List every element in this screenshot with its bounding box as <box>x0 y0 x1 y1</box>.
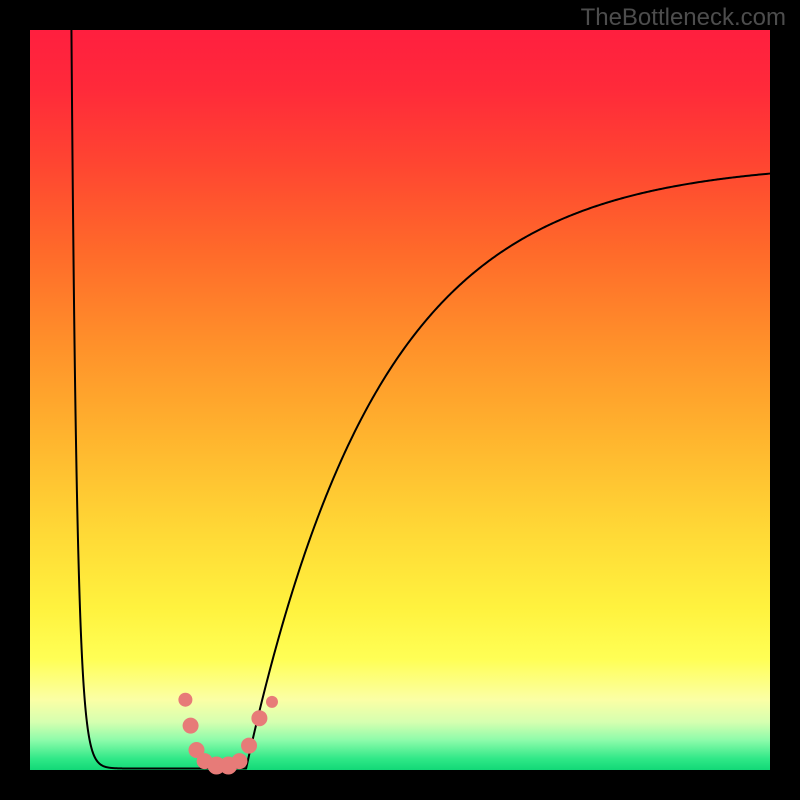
marker-dot <box>266 696 278 708</box>
watermark-text: TheBottleneck.com <box>581 4 786 32</box>
marker-dot <box>178 693 192 707</box>
curve-layer <box>30 30 770 770</box>
marker-dot <box>231 753 247 769</box>
marker-dot <box>251 710 267 726</box>
bottleneck-curve <box>71 30 770 769</box>
plot-area <box>30 30 770 770</box>
marker-dot <box>183 718 199 734</box>
chart-stage: TheBottleneck.com <box>0 0 800 800</box>
curve-markers <box>178 693 278 775</box>
marker-dot <box>241 738 257 754</box>
